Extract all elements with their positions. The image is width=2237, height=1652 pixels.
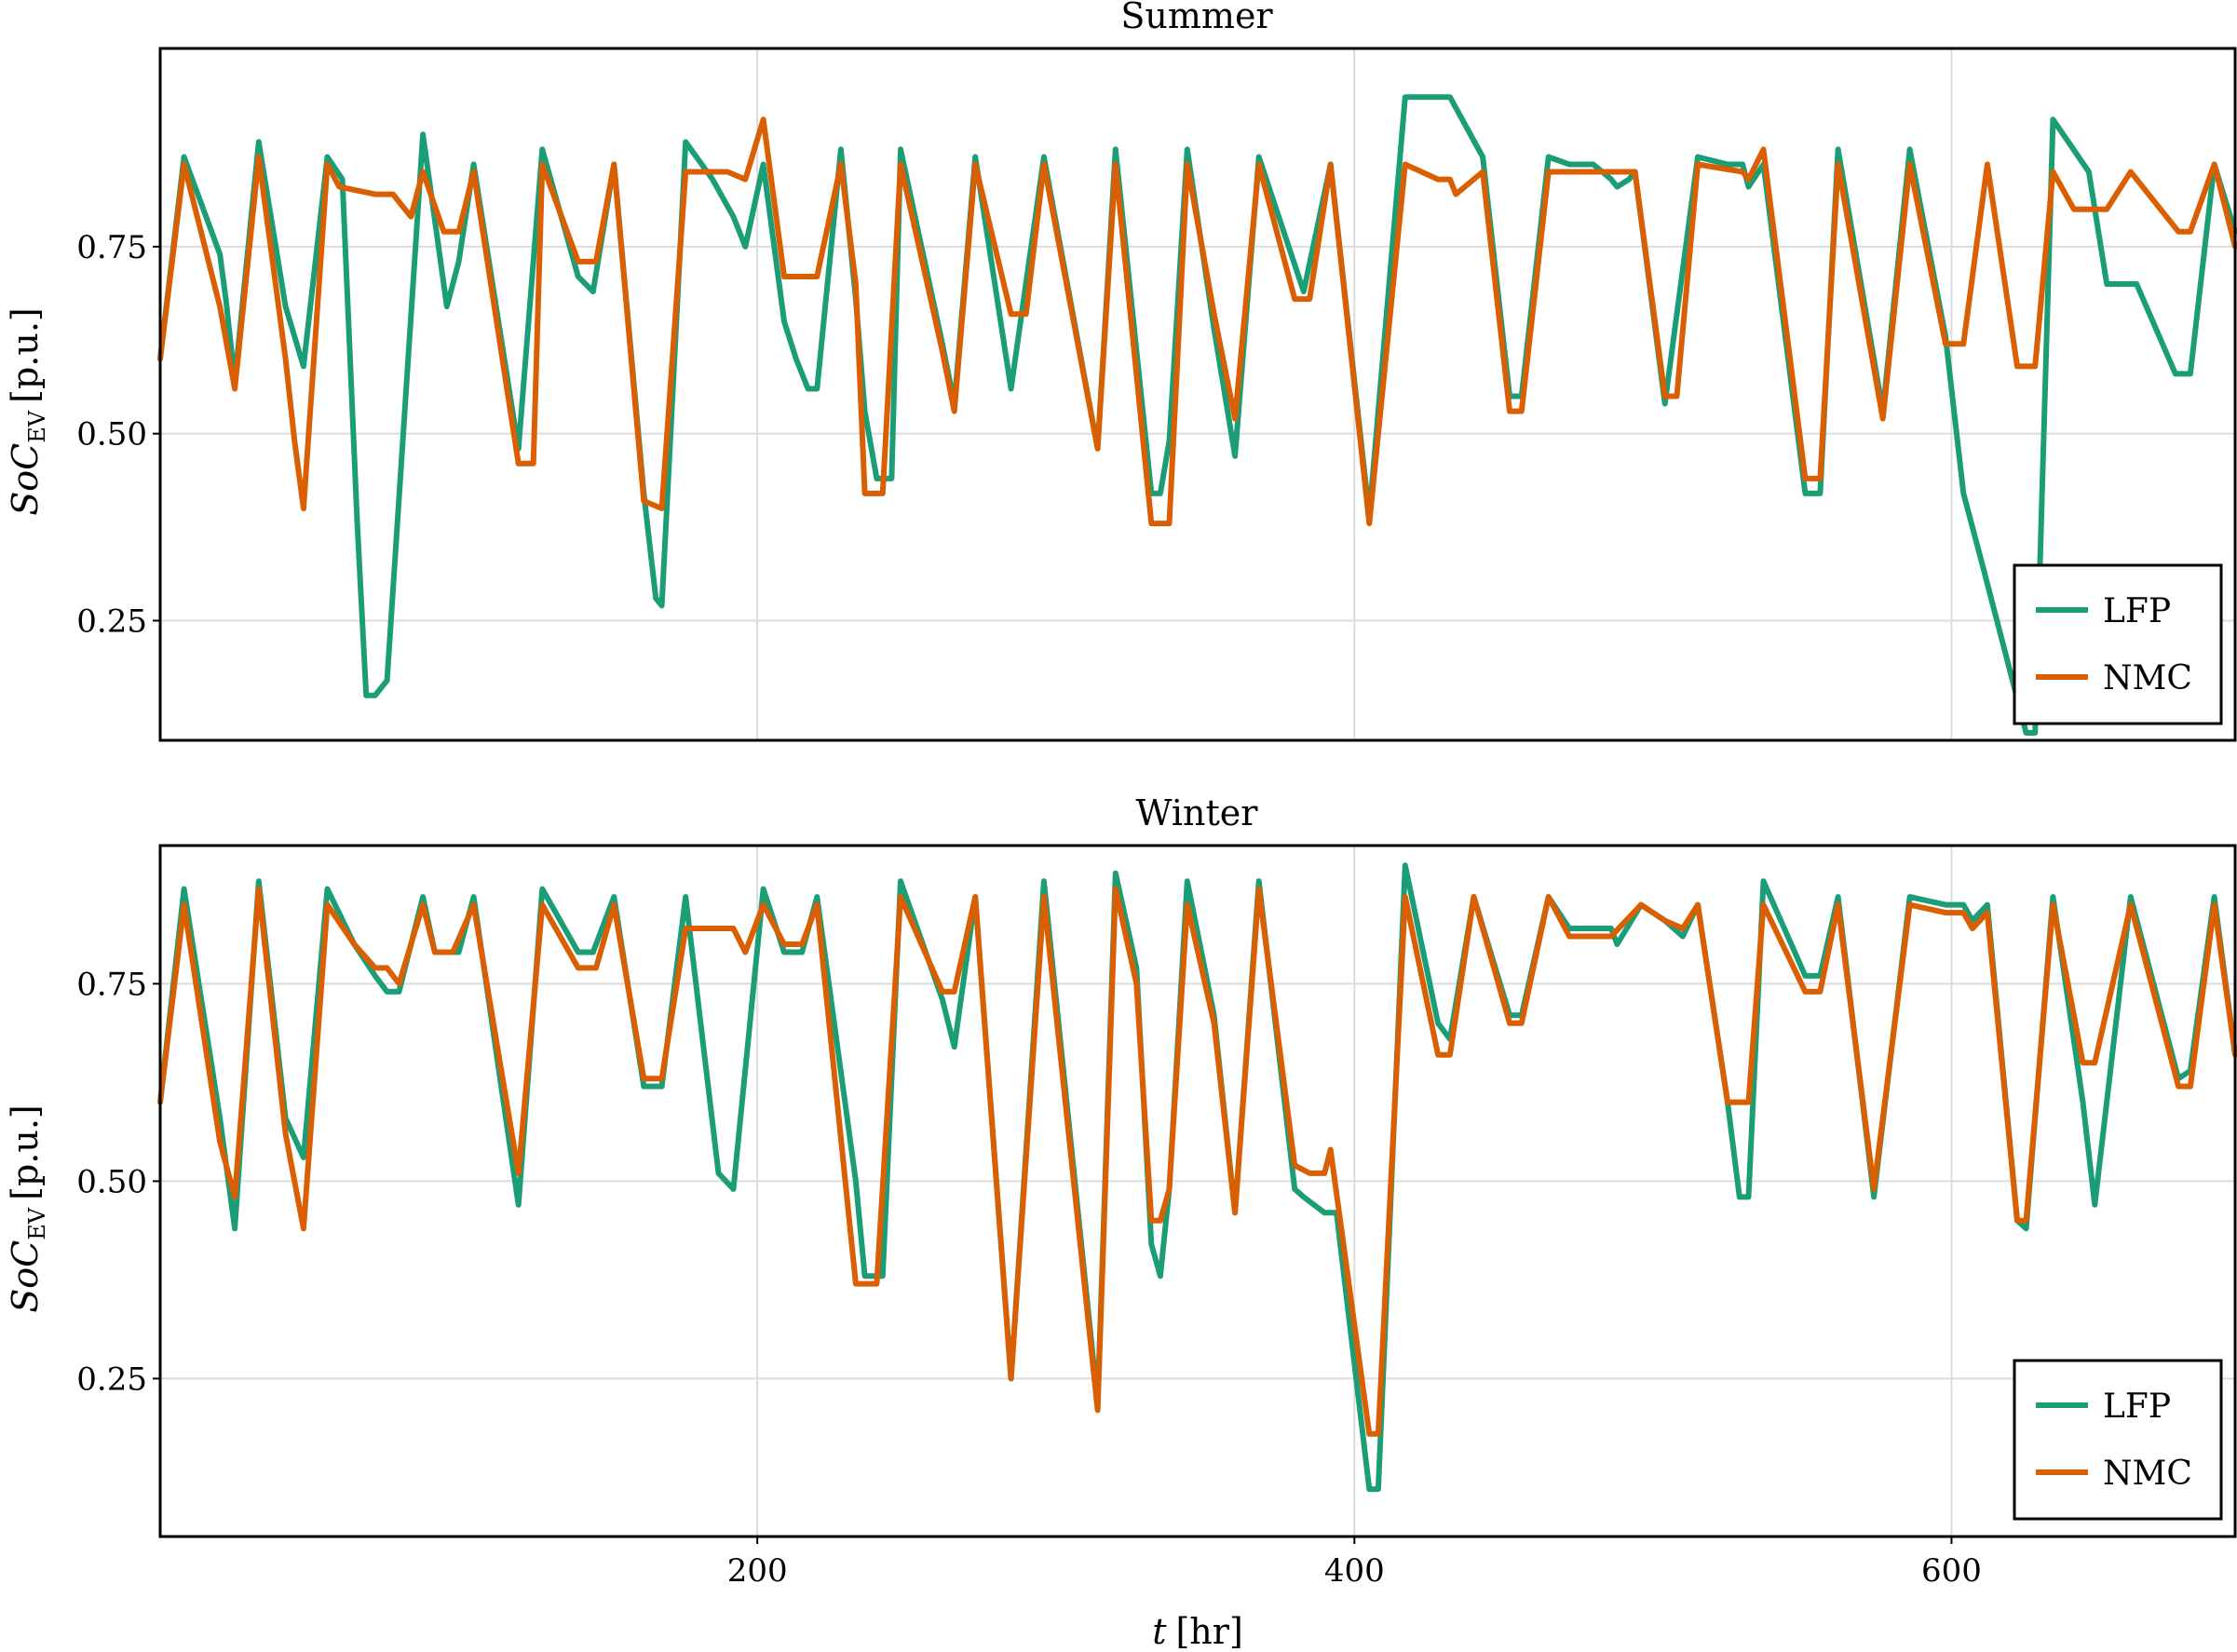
svg-text:SoCEV[p.u.]: SoCEV [p.u.] [5, 307, 50, 515]
winter-series [157, 862, 2237, 1493]
winter-x-tick-label: 400 [1324, 1552, 1385, 1590]
summer-y-label-unit: [p.u.] [5, 307, 46, 403]
winter-legend-box [2013, 1359, 2223, 1521]
winter-legend-lfp-label: LFP [2103, 1388, 2171, 1426]
winter-y-tick-label: 0.75 [76, 966, 147, 1003]
winter-plot-frame [158, 844, 2237, 1538]
winter-y-label-sub: EV [24, 1207, 50, 1240]
winter-y-label: SoCEV [p.u.] [5, 1104, 50, 1312]
summer-legend-nmc-label: NMC [2103, 659, 2192, 697]
winter-y-tick-label: 0.50 [76, 1163, 147, 1200]
summer-y-label: SoCEV [p.u.] [5, 307, 50, 515]
x-axis-label-unit: [hr] [1175, 1611, 1242, 1652]
winter-grid [160, 846, 2235, 1537]
winter-y-tick-label: 0.25 [76, 1361, 147, 1398]
winter-legend-nmc-label: NMC [2103, 1455, 2192, 1493]
winter-legend: LFP NMC [2013, 1359, 2223, 1521]
x-axis-label: t [hr] [1152, 1611, 1243, 1652]
summer-y-tick-label: 0.25 [76, 603, 147, 640]
summer-legend-box [2013, 563, 2223, 725]
summer-y-label-main: SoC [5, 443, 46, 516]
summer-y-tick-label: 0.50 [76, 416, 147, 454]
summer-series [157, 94, 2237, 736]
summer-y-label-sub: EV [24, 410, 50, 443]
summer-legend: LFP NMC [2013, 563, 2223, 725]
winter-y-label-main: SoC [5, 1240, 46, 1313]
winter-y-ticks: 0.25 0.50 0.75 [76, 966, 160, 1398]
winter-x-tick-label: 200 [727, 1552, 788, 1590]
winter-panel: Winter 0.25 0.50 0.75 200 400 600 SoCEV [p.u.… [5, 792, 2237, 1590]
summer-plot-frame [158, 47, 2237, 742]
summer-legend-lfp-label: LFP [2103, 592, 2171, 630]
svg-text:SoCEV[p.u.]: SoCEV [p.u.] [5, 1104, 50, 1312]
winter-title: Winter [1136, 792, 1259, 833]
summer-panel: Summer 0.25 0.50 0.75 SoCEV [p.u.] LFP NMC [5, 0, 2237, 742]
winter-x-tick-label: 600 [1921, 1552, 1982, 1590]
x-axis-label-main: t [1152, 1611, 1167, 1652]
winter-y-label-unit: [p.u.] [5, 1104, 46, 1200]
summer-series-nmc [157, 116, 2237, 527]
winter-x-ticks: 200 400 600 [727, 1537, 1982, 1590]
summer-title: Summer [1120, 0, 1273, 36]
summer-y-ticks: 0.25 0.50 0.75 [76, 229, 160, 640]
summer-y-tick-label: 0.75 [76, 229, 147, 266]
winter-series-nmc [157, 886, 2237, 1437]
